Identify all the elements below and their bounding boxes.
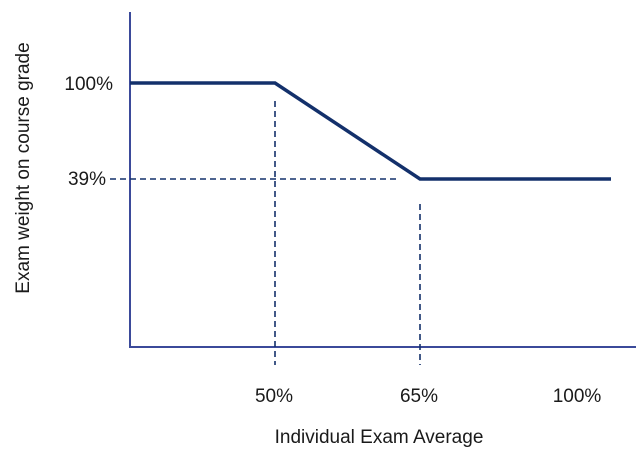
reference-lines (110, 101, 421, 365)
series-line-0 (130, 81, 611, 181)
y-tick-label-100: 100% (64, 74, 113, 95)
x-tick-label-100: 100% (553, 386, 602, 407)
x-tick-label-65: 65% (400, 386, 438, 407)
y-axis-label: Exam weight on course grade (13, 42, 34, 293)
x-axis-label: Individual Exam Average (275, 427, 484, 448)
series-group (130, 81, 611, 181)
y-tick-label-39: 39% (68, 169, 106, 190)
x-tick-label-50: 50% (255, 386, 293, 407)
